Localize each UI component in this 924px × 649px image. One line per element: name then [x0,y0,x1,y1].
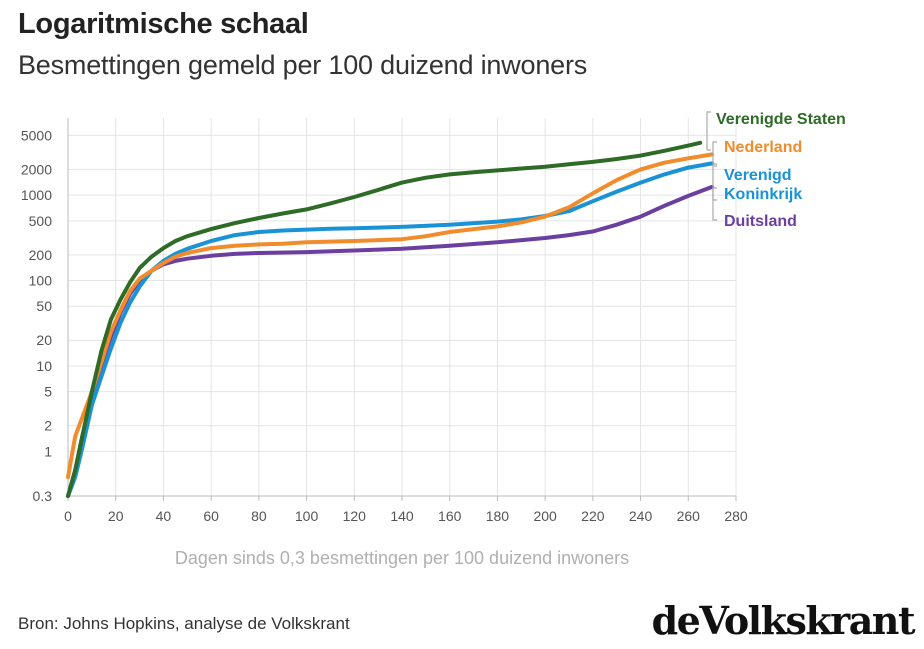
y-tick-label: 2000 [21,161,52,177]
y-tick-label: 5 [44,384,52,400]
grid-lines [68,118,737,496]
source-note: Bron: Johns Hopkins, analyse de Volkskra… [18,614,350,633]
series-label: Nederland [724,139,802,156]
x-tick-label: 180 [486,508,510,524]
x-tick-label: 160 [438,508,462,524]
x-tick-label: 240 [629,508,653,524]
x-tick-label: 20 [108,508,124,524]
series-line-verenigde-staten [66,140,703,498]
series-line-verenigd-koninkrijk [66,161,715,498]
y-tick-label: 20 [36,332,52,348]
x-tick-label: 60 [203,508,219,524]
x-axis-ticks: 0 20 40 60 80 100 120 140 160 180 200 220 240 260 280 [64,508,748,524]
x-tick-label: 0 [64,508,72,524]
series-line-duitsland [66,184,715,498]
series-line-nederland [66,152,715,480]
y-tick-label: 2 [44,418,52,434]
x-tick-label: 200 [533,508,557,524]
x-tick-label: 80 [251,508,267,524]
series-label: Verenigde Staten [716,111,846,128]
y-tick-label: 1 [44,443,52,459]
series-label: Verenigd [724,167,792,184]
axes [67,118,737,501]
chart-subtitle: Besmettingen gemeld per 100 duizend inwo… [18,50,588,80]
y-tick-label: 50 [36,298,52,314]
y-tick-label: 5000 [21,127,52,143]
y-axis-ticks: 0.3 1 2 5 10 20 50 100 200 500 1000 2000 5000 [21,127,52,504]
x-tick-label: 260 [677,508,701,524]
label-bracket [712,187,717,221]
y-tick-label: 1000 [21,187,52,203]
x-tick-label: 120 [343,508,367,524]
y-tick-label: 200 [29,247,53,263]
x-tick-label: 40 [156,508,172,524]
x-tick-label: 280 [724,508,748,524]
x-tick-label: 140 [390,508,414,524]
label-bracket [706,111,711,151]
label-bracket [712,141,717,165]
x-tick-label: 100 [295,508,319,524]
chart-title: Logaritmische schaal [18,8,309,40]
x-axis-label: Dagen sinds 0,3 besmettingen per 100 dui… [174,548,630,568]
series-labels: Verenigde Staten Nederland Verenigd Koninkr… [706,111,846,230]
x-tick-label: 220 [581,508,605,524]
line-chart: 0.3 1 2 5 10 20 50 100 200 500 1000 2000 5000 0 20 40 6… [21,111,846,524]
y-tick-label: 500 [29,213,53,229]
series-label: Koninkrijk [724,186,802,203]
series-label: Duitsland [724,213,797,230]
y-tick-label: 0.3 [33,488,53,504]
brand-logo: deVolkskrant [651,598,916,643]
label-bracket [712,165,717,201]
y-tick-label: 10 [36,358,52,374]
y-tick-label: 100 [29,273,53,289]
series-lines [66,140,715,498]
